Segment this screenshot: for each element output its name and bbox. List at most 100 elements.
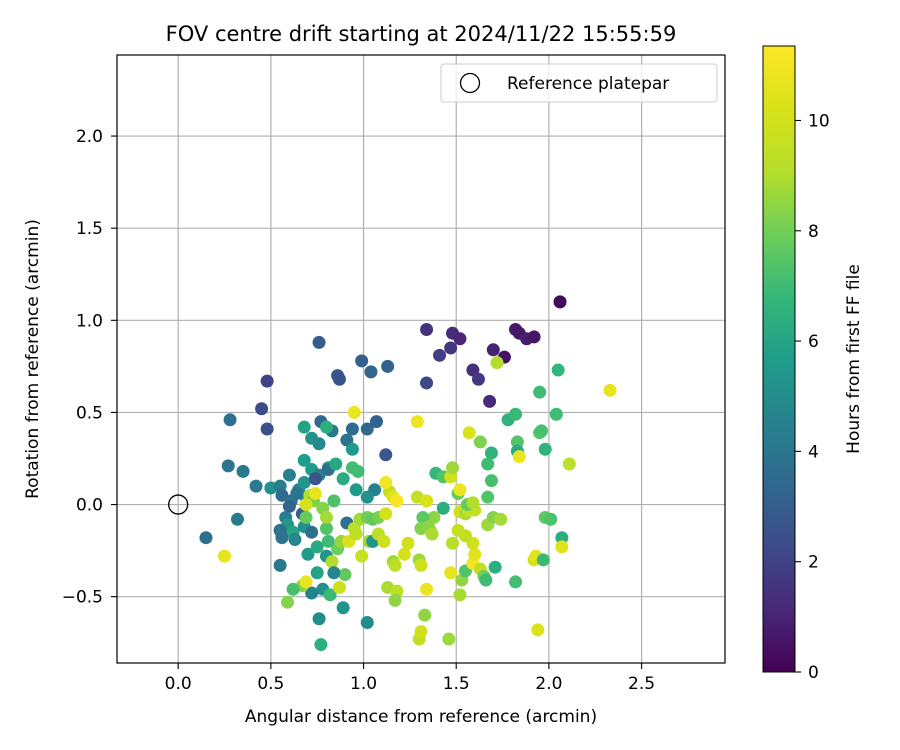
data-point — [544, 512, 558, 526]
data-point — [236, 464, 250, 478]
x-tick-label: 0.5 — [257, 674, 284, 694]
data-point — [490, 356, 504, 370]
data-point — [462, 426, 476, 440]
data-point — [533, 385, 547, 399]
data-point — [466, 496, 480, 510]
data-point — [345, 442, 359, 456]
data-point — [230, 512, 244, 526]
legend-label-reference: Reference platepar — [507, 74, 669, 94]
data-point — [349, 483, 363, 497]
data-point — [483, 394, 497, 408]
data-point — [282, 499, 296, 513]
data-point — [297, 420, 311, 434]
data-point — [290, 486, 304, 500]
data-point — [473, 435, 487, 449]
data-point — [301, 547, 315, 561]
data-point — [249, 479, 263, 493]
data-point — [286, 582, 300, 596]
data-point — [305, 525, 319, 539]
data-point — [379, 507, 393, 521]
data-point — [484, 446, 498, 460]
data-point — [377, 534, 391, 548]
data-point — [332, 372, 346, 386]
data-point — [436, 501, 450, 515]
data-point — [332, 580, 346, 594]
data-point — [562, 457, 576, 471]
data-point — [319, 522, 333, 536]
colorbar-gradient — [762, 45, 796, 673]
data-point — [299, 510, 313, 524]
y-axis-ticks: −0.5 0.0 0.5 1.0 1.5 2.0 — [62, 127, 117, 608]
data-point — [414, 558, 428, 572]
data-point — [281, 595, 295, 609]
data-point — [468, 547, 482, 561]
data-point — [308, 486, 322, 500]
data-point — [471, 372, 485, 386]
data-point — [327, 494, 341, 508]
data-point — [260, 374, 274, 388]
legend-box — [440, 63, 718, 103]
colorbar-tick-label: 8 — [808, 222, 819, 242]
data-point — [531, 623, 545, 637]
data-point — [355, 549, 369, 563]
data-point — [481, 457, 495, 471]
data-point — [458, 529, 472, 543]
data-points — [168, 295, 617, 652]
data-point — [446, 461, 460, 475]
y-tick-label: −0.5 — [62, 588, 103, 608]
data-point — [444, 341, 458, 355]
data-point — [510, 435, 524, 449]
data-point — [223, 413, 237, 427]
data-point — [420, 494, 434, 508]
data-point — [336, 601, 350, 615]
data-point — [255, 402, 269, 416]
data-point — [305, 431, 319, 445]
data-point — [351, 464, 365, 478]
data-point — [603, 383, 617, 397]
data-point — [360, 615, 374, 629]
data-point — [299, 498, 313, 512]
x-tick-label: 0.0 — [165, 674, 192, 694]
y-tick-label: 0.0 — [76, 496, 103, 516]
data-point — [273, 558, 287, 572]
data-point — [484, 474, 498, 488]
data-point — [305, 586, 319, 600]
data-point — [414, 625, 428, 639]
x-axis-label: Angular distance from reference (arcmin) — [245, 707, 597, 727]
x-tick-label: 2.0 — [535, 674, 562, 694]
data-point — [329, 457, 343, 471]
data-point — [509, 575, 523, 589]
data-point — [553, 295, 567, 309]
data-point — [410, 415, 424, 429]
data-point — [360, 422, 374, 436]
data-point — [388, 558, 402, 572]
y-tick-label: 1.5 — [76, 219, 103, 239]
data-point — [338, 568, 352, 582]
data-point — [444, 566, 458, 580]
data-point — [536, 553, 550, 567]
data-point — [534, 424, 548, 438]
data-point — [325, 555, 339, 569]
axes-frame — [116, 54, 726, 664]
x-tick-label: 1.0 — [350, 674, 377, 694]
data-point — [453, 332, 467, 346]
data-point — [453, 483, 467, 497]
data-point — [310, 540, 324, 554]
y-axis-label: Rotation from reference (arcmin) — [23, 219, 43, 499]
data-point — [420, 376, 434, 390]
data-point — [401, 536, 415, 550]
data-point — [418, 608, 432, 622]
data-point — [336, 472, 350, 486]
data-point — [308, 472, 322, 486]
data-point — [486, 343, 500, 357]
data-point — [442, 632, 456, 646]
colorbar-label: Hours from first FF file — [844, 264, 864, 454]
data-point — [221, 459, 235, 473]
data-point — [509, 407, 523, 421]
data-point — [319, 510, 333, 524]
data-point — [381, 359, 395, 373]
x-tick-label: 1.5 — [443, 674, 470, 694]
data-point — [488, 560, 502, 574]
legend-marker-reference — [459, 72, 481, 94]
